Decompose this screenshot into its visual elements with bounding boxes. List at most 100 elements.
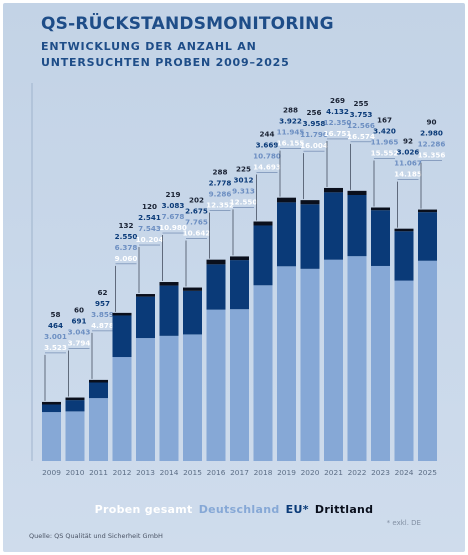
x-tick-label: 2011 (89, 468, 108, 477)
data-label-drittland: 90 (426, 118, 436, 127)
bar-eu (300, 204, 320, 269)
data-label-total: 16.751 (324, 129, 352, 138)
data-label-deutschland: 11.067 (394, 159, 422, 168)
bar-eu (371, 210, 390, 266)
bar-drittland (206, 259, 226, 265)
bar-deutschland (347, 256, 367, 461)
chart-subtitle-line2: UNTERSUCHTEN PROBEN 2009–2025 (41, 56, 290, 69)
data-label-total: 14.693 (253, 163, 281, 172)
data-label-drittland: 288 (283, 106, 298, 115)
data-label-deutschland: 9.286 (209, 190, 232, 199)
data-label-total: 10.642 (183, 229, 211, 238)
bar-drittland (89, 379, 108, 383)
data-label-total: 12.352 (206, 201, 234, 210)
data-label-drittland: 219 (165, 190, 180, 199)
data-label-deutschland: 10.780 (253, 152, 281, 161)
chart-title: QS-RÜCKSTANDSMONITORING (41, 14, 334, 34)
data-label-drittland: 288 (212, 168, 227, 177)
legend-total: Proben gesamt (94, 503, 193, 516)
bar-eu (159, 285, 179, 336)
x-tick-label: 2023 (371, 468, 390, 477)
bar-eu (183, 290, 202, 335)
x-tick-label: 2013 (136, 468, 155, 477)
data-label-eu: 3.026 (397, 148, 420, 157)
data-label-drittland: 256 (306, 108, 321, 117)
bar-deutschland (371, 265, 390, 461)
data-label-eu: 2.778 (209, 179, 232, 188)
bar-eu (89, 382, 108, 399)
data-label-total: 14.185 (394, 170, 422, 179)
data-label-total: 3.523 (44, 343, 67, 352)
bar-drittland (324, 187, 343, 193)
bar-drittland (418, 209, 437, 213)
legend-eu: EU* (285, 503, 309, 516)
bar-eu (253, 225, 273, 286)
data-label-drittland: 58 (50, 310, 60, 319)
data-label-eu: 3.669 (256, 141, 279, 150)
data-label-total: 9.060 (115, 254, 138, 263)
data-label-deutschland: 11.945 (277, 128, 305, 137)
x-tick-label: 2009 (42, 468, 61, 477)
data-label-drittland: 269 (330, 96, 345, 105)
data-label-eu: 3.958 (303, 119, 326, 128)
data-label-eu: 4.132 (326, 107, 349, 116)
bar-deutschland (65, 411, 85, 461)
data-label-deutschland: 12.286 (418, 140, 446, 149)
data-label-eu: 957 (95, 299, 110, 308)
bar-drittland (159, 282, 179, 286)
data-label-drittland: 62 (97, 288, 107, 297)
bar-drittland (112, 312, 132, 316)
data-label-drittland: 244 (259, 130, 274, 139)
bar-deutschland (230, 309, 249, 461)
chart-panel: QS-RÜCKSTANDSMONITORING ENTWICKLUNG DER … (3, 3, 465, 552)
bar-drittland (42, 401, 61, 405)
bar-eu (136, 296, 155, 339)
chart-subtitle-line1: ENTWICKLUNG DER ANZAHL AN (41, 40, 257, 53)
x-tick-label: 2024 (395, 468, 414, 477)
data-label-total: 3.794 (68, 339, 91, 348)
data-label-eu: 3012 (233, 175, 253, 184)
bar-drittland (136, 294, 155, 297)
data-label-total: 16.155 (277, 139, 305, 148)
data-label-eu: 2.550 (115, 232, 138, 241)
data-label-deutschland: 9.313 (232, 186, 255, 195)
data-label-deutschland: 6.378 (115, 243, 138, 252)
data-label-eu: 691 (71, 317, 86, 326)
stacked-bar-chart: 3.523 3.001 464 58 2009 3.794 3.043 691 60 2010 4.… (31, 83, 446, 477)
data-label-deutschland: 7.543 (138, 224, 161, 233)
bar-drittland (230, 256, 249, 261)
x-tick-label: 2012 (113, 468, 132, 477)
data-label-total: 15.356 (418, 151, 446, 160)
bar-deutschland (277, 266, 296, 461)
legend-drittland: Drittland (314, 503, 374, 516)
data-label-total: 15.552 (371, 149, 399, 158)
data-label-deutschland: 11.790 (300, 130, 328, 139)
data-label-eu: 3.922 (279, 117, 302, 126)
x-tick-label: 2022 (348, 468, 367, 477)
bar-drittland (65, 397, 85, 401)
bar-eu (112, 315, 132, 358)
data-label-total: 4.878 (91, 321, 114, 330)
bar-deutschland (206, 309, 226, 461)
bar-eu (347, 195, 367, 257)
bar-drittland (277, 197, 296, 203)
bar-eu (324, 192, 343, 260)
data-label-deutschland: 7.678 (162, 212, 185, 221)
data-label-total: 10.204 (136, 235, 164, 244)
bar-deutschland (159, 335, 179, 461)
bar-eu (418, 212, 437, 261)
bar-eu (42, 404, 61, 413)
data-label-total: 10.980 (159, 223, 187, 232)
data-label-drittland: 167 (377, 116, 392, 125)
data-label-drittland: 60 (74, 306, 84, 315)
bar-deutschland (89, 398, 108, 461)
bar-eu (65, 400, 85, 412)
bar-deutschland (324, 259, 343, 461)
x-tick-label: 2020 (301, 468, 320, 477)
bar-drittland (183, 287, 202, 291)
data-label-eu: 3.083 (162, 201, 185, 210)
bar-eu (206, 264, 226, 310)
bar-drittland (347, 190, 367, 196)
data-label-total: 12.550 (230, 197, 258, 206)
chart-legend: Proben gesamt Deutschland EU* Drittland (3, 503, 465, 516)
